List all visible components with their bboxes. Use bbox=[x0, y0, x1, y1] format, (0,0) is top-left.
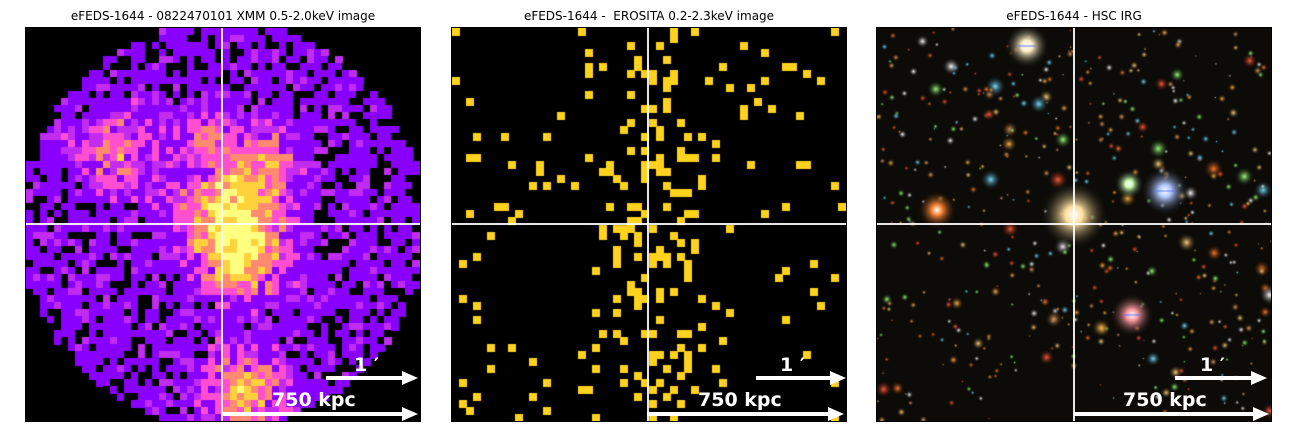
image-hsc: 1 ′ 750 kpc bbox=[876, 27, 1272, 422]
crosshair-vertical bbox=[1073, 28, 1075, 421]
panel-erosita: eFEDS-1644 - EROSITA 0.2-2.3keV image 1 … bbox=[451, 0, 847, 432]
kpc-scale-label: 750 kpc bbox=[1123, 389, 1207, 411]
arcmin-scale-label: 1 ′ bbox=[780, 354, 805, 376]
arcmin-scale-label: 1 ′ bbox=[354, 354, 379, 376]
crosshair-horizontal bbox=[877, 223, 1271, 225]
kpc-scale-label: 750 kpc bbox=[698, 389, 782, 411]
kpc-scale-arrow-icon bbox=[647, 407, 844, 421]
panel-hsc: eFEDS-1644 - HSC IRG 1 ′ 750 kpc bbox=[876, 0, 1272, 432]
crosshair-horizontal bbox=[26, 223, 420, 225]
arcmin-scale-arrow-icon bbox=[1175, 371, 1267, 385]
kpc-scale-arrow-icon bbox=[221, 407, 418, 421]
panel-title-hsc: eFEDS-1644 - HSC IRG bbox=[1006, 9, 1142, 23]
crosshair-horizontal bbox=[452, 223, 846, 225]
crosshair-vertical bbox=[221, 28, 223, 421]
panel-title-erosita: eFEDS-1644 - EROSITA 0.2-2.3keV image bbox=[523, 9, 775, 23]
kpc-scale-arrow-icon bbox=[1074, 407, 1269, 421]
kpc-scale-label: 750 kpc bbox=[272, 389, 356, 411]
crosshair-vertical bbox=[647, 28, 649, 421]
image-erosita: 1 ′ 750 kpc bbox=[451, 27, 847, 422]
arcmin-scale-arrow-icon bbox=[756, 371, 846, 385]
xmm-image-canvas bbox=[26, 28, 420, 421]
image-xmm: 1 ′ 750 kpc bbox=[25, 27, 421, 422]
panel-xmm: eFEDS-1644 - 0822470101 XMM 0.5-2.0keV i… bbox=[25, 0, 421, 432]
arcmin-scale-arrow-icon bbox=[326, 371, 418, 385]
arcmin-scale-label: 1 ′ bbox=[1200, 354, 1225, 376]
erosita-image-canvas bbox=[452, 28, 846, 421]
panel-title-xmm: eFEDS-1644 - 0822470101 XMM 0.5-2.0keV i… bbox=[70, 9, 376, 23]
